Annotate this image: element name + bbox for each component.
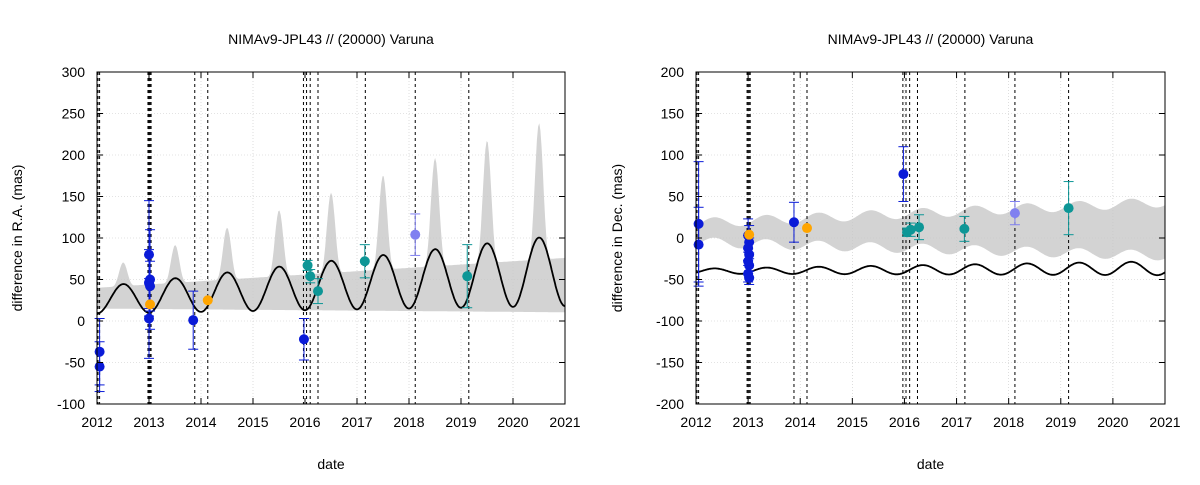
y-tick-label: 50 [69,272,85,288]
data-point [905,224,916,235]
uncertainty-envelope [696,198,1165,261]
x-tick-label: 2015 [237,414,268,430]
y-tick-label: -150 [656,355,684,371]
y-tick-label: 300 [62,64,86,80]
data-point [298,334,309,345]
y-tick-label: -100 [656,313,684,329]
y-tick-label: 100 [661,147,685,163]
x-tick-label: 2019 [445,414,476,430]
chart-title: NIMAv9-JPL43 // (20000) Varuna [228,31,434,47]
uncertainty-envelope [97,123,565,313]
data-point [959,223,970,234]
data-point [145,281,156,292]
x-tick-label: 2018 [993,414,1024,430]
data-point [202,295,213,306]
x-tick-label: 2020 [497,414,528,430]
x-tick-label: 2014 [785,414,816,430]
data-point [145,299,156,310]
data-point [693,239,704,250]
y-tick-label: -50 [65,355,85,371]
y-tick-label: -200 [656,396,684,412]
data-point [744,229,755,240]
chart-title: NIMAv9-JPL43 // (20000) Varuna [828,31,1034,47]
chart-panel-1: 2012 2013 2014 2015 2016 2017 2018 2019 2020 2021… [9,31,581,472]
x-tick-label: 2012 [81,414,112,430]
data-point [801,223,812,234]
x-tick-label: 2018 [393,414,424,430]
data-point [1009,208,1020,219]
y-axis-label: difference in Dec. (mas) [609,164,625,312]
data-point [788,217,799,228]
y-tick-label: 150 [62,189,86,205]
data-point [188,315,199,326]
data-point [410,229,421,240]
x-tick-label: 2020 [1097,414,1128,430]
y-tick-label: -50 [664,272,684,288]
data-point [144,313,154,324]
data-point [359,256,370,267]
data-point [302,260,313,271]
x-tick-label: 2016 [289,414,320,430]
data-point [898,169,909,180]
y-axis-label: difference in R.A. (mas) [9,165,25,312]
x-tick-label: 2012 [680,414,711,430]
y-tick-label: 0 [676,230,684,246]
x-tick-label: 2015 [837,414,868,430]
y-tick-label: -100 [57,396,85,412]
data-point [94,361,105,372]
y-tick-label: 50 [668,189,684,205]
model-curve [696,260,1165,277]
data-point [305,271,316,282]
x-tick-label: 2013 [733,414,764,430]
x-tick-label: 2013 [133,414,164,430]
data-point [744,272,755,283]
x-tick-label: 2019 [1045,414,1076,430]
x-tick-label: 2016 [889,414,920,430]
data-point [914,222,925,233]
y-tick-label: 150 [661,106,685,122]
x-tick-label: 2021 [549,414,580,430]
data-point [1063,203,1074,214]
chart-panel-2: 2012 2013 2014 2015 2016 2017 2018 2019 2020 2021… [609,31,1181,472]
x-tick-label: 2017 [341,414,372,430]
x-tick-label: 2021 [1149,414,1180,430]
data-point [462,271,473,282]
model-curve [97,236,565,315]
y-tick-label: 200 [62,147,86,163]
x-axis-label: date [317,456,344,472]
y-tick-label: 100 [62,230,86,246]
y-tick-label: 250 [62,106,86,122]
x-tick-label: 2014 [185,414,216,430]
x-axis-label: date [917,456,944,472]
y-tick-label: 0 [77,313,85,329]
y-tick-label: 200 [661,64,685,80]
data-point [313,286,323,297]
x-tick-label: 2017 [941,414,972,430]
